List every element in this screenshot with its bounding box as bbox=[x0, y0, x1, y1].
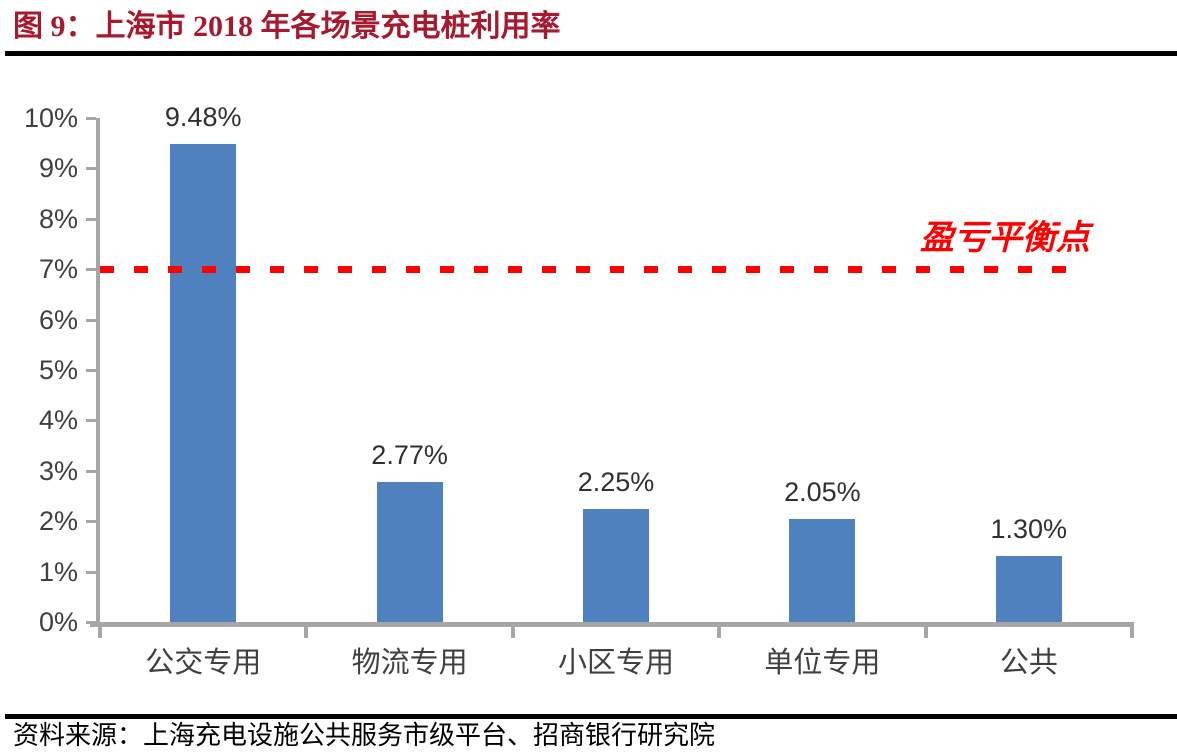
y-tick-label: 6% bbox=[38, 304, 78, 335]
y-tick-label: 2% bbox=[38, 506, 78, 537]
bars-container: 9.48% 2.77% 2.25% 2.05% 1.30% bbox=[100, 102, 1132, 622]
y-tick-label: 4% bbox=[38, 405, 78, 436]
plot-area: 9.48% 2.77% 2.25% 2.05% 1.30% 盈亏平衡点 bbox=[86, 102, 1134, 638]
category-label: 小区专用 bbox=[558, 647, 675, 679]
x-axis-category-labels: 公交专用 物流专用 小区专用 单位专用 公共 bbox=[100, 644, 1132, 684]
x-axis-line bbox=[90, 622, 1134, 627]
title-divider bbox=[5, 51, 1177, 56]
bar-group: 2.05% bbox=[719, 118, 925, 622]
category-label: 单位专用 bbox=[764, 647, 881, 679]
bar-小区专用 bbox=[582, 508, 649, 622]
y-tick-mark bbox=[86, 318, 96, 322]
y-tick-label: 8% bbox=[38, 203, 78, 234]
x-tick-mark bbox=[98, 622, 102, 638]
y-axis-line bbox=[96, 118, 100, 627]
y-tick-label: 1% bbox=[38, 556, 78, 587]
bar-value-label: 9.48% bbox=[164, 102, 242, 133]
source-divider bbox=[5, 714, 1177, 719]
y-tick-mark bbox=[86, 520, 96, 524]
y-tick-mark bbox=[86, 369, 96, 372]
breakeven-line bbox=[100, 266, 1073, 274]
bar-value-label: 1.30% bbox=[990, 514, 1068, 545]
bar-value-label: 2.77% bbox=[371, 440, 448, 471]
bar-公交专用 bbox=[170, 144, 237, 622]
y-tick-label: 3% bbox=[38, 455, 78, 486]
bar-公共 bbox=[995, 556, 1062, 622]
x-tick-mark bbox=[510, 622, 515, 638]
y-tick-label: 9% bbox=[38, 153, 78, 184]
y-tick-mark bbox=[86, 570, 96, 574]
category-label: 公交专用 bbox=[145, 647, 262, 679]
x-tick-mark bbox=[304, 622, 309, 638]
y-tick-mark bbox=[86, 621, 96, 624]
bar-物流专用 bbox=[376, 482, 443, 622]
bar-group: 2.25% bbox=[513, 118, 719, 622]
y-tick-label: 0% bbox=[38, 607, 78, 637]
bar-group: 1.30% bbox=[926, 118, 1132, 622]
category-label: 物流专用 bbox=[351, 647, 468, 679]
y-tick-mark bbox=[86, 167, 96, 171]
y-tick-mark bbox=[86, 419, 96, 423]
bar-group: 9.48% bbox=[100, 102, 306, 622]
x-tick-mark bbox=[923, 622, 928, 638]
bar-group: 2.77% bbox=[306, 118, 512, 622]
y-tick-mark bbox=[86, 217, 96, 221]
category-label: 公共 bbox=[999, 647, 1058, 679]
source-note: 资料来源：上海充电设施公共服务市级平台、招商银行研究院 bbox=[13, 721, 716, 750]
figure-title: 图 9：上海市 2018 年各场景充电桩利用率 bbox=[13, 10, 561, 43]
y-tick-label: 10% bbox=[23, 103, 78, 133]
y-tick-mark bbox=[86, 469, 96, 473]
bar-value-label: 2.05% bbox=[784, 476, 861, 507]
bar-value-label: 2.25% bbox=[577, 466, 655, 497]
x-tick-mark bbox=[717, 622, 722, 638]
breakeven-label: 盈亏平衡点 bbox=[920, 220, 1090, 258]
y-tick-mark bbox=[86, 268, 96, 272]
y-axis-tick-labels: 0% 1% 2% 3% 4% 5% 6% 7% 8% 9% 10% bbox=[0, 103, 78, 637]
x-tick-mark bbox=[1130, 622, 1134, 638]
y-tick-mark bbox=[86, 117, 96, 120]
y-tick-label: 5% bbox=[38, 355, 78, 385]
y-tick-label: 7% bbox=[38, 254, 78, 285]
bar-单位专用 bbox=[789, 518, 856, 622]
